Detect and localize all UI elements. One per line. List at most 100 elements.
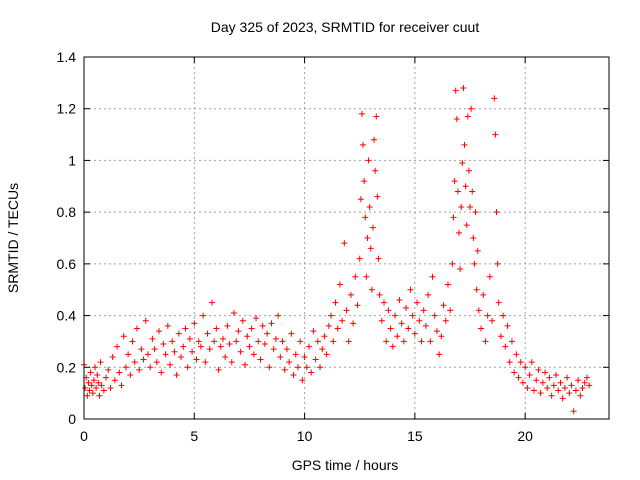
data-point [586, 382, 593, 389]
data-point [330, 338, 337, 345]
data-point [568, 382, 575, 389]
data-point [447, 307, 454, 314]
x-tick-label: 5 [190, 428, 198, 444]
data-point [264, 330, 271, 337]
data-point [290, 372, 297, 379]
data-point [186, 335, 193, 342]
data-point [226, 341, 233, 348]
data-point [202, 359, 209, 366]
data-point [427, 338, 434, 345]
data-point [308, 369, 315, 376]
data-point [425, 291, 432, 298]
data-point [319, 346, 326, 353]
data-point [204, 330, 211, 337]
data-point [433, 328, 440, 335]
data-point [375, 255, 382, 262]
data-point [403, 304, 410, 311]
data-point [494, 260, 501, 267]
data-point [398, 320, 405, 327]
data-point [140, 356, 147, 363]
data-point [182, 325, 189, 332]
data-point [297, 338, 304, 345]
data-point [559, 395, 566, 402]
data-point [184, 364, 191, 371]
data-point [440, 302, 447, 309]
data-point [339, 317, 346, 324]
data-point [347, 291, 354, 298]
data-point [360, 141, 367, 148]
data-point [548, 392, 555, 399]
data-point [354, 302, 361, 309]
data-point [222, 353, 229, 360]
data-point [542, 369, 549, 376]
x-tick-label: 10 [297, 428, 313, 444]
data-point [171, 348, 178, 355]
data-point [385, 307, 392, 314]
data-point [474, 247, 481, 254]
data-point [323, 351, 330, 358]
data-point [409, 312, 416, 319]
data-point [82, 384, 89, 391]
data-point [136, 366, 143, 373]
data-point [133, 325, 140, 332]
data-point [255, 338, 262, 345]
data-point [473, 286, 480, 293]
data-point [219, 335, 226, 342]
data-point [387, 325, 394, 332]
data-point [407, 286, 414, 293]
y-tick-label: 1.2 [57, 101, 77, 117]
data-point [84, 392, 91, 399]
data-point [493, 209, 500, 216]
data-point [480, 291, 487, 298]
data-point [394, 333, 401, 340]
data-point [144, 351, 151, 358]
data-point [528, 359, 535, 366]
data-point [200, 312, 207, 319]
data-point [270, 346, 277, 353]
y-tick-label: 0.2 [57, 359, 77, 375]
data-point [343, 307, 350, 314]
data-point [470, 235, 477, 241]
data-point [283, 346, 290, 353]
data-point [458, 203, 465, 210]
data-point [364, 235, 371, 241]
data-point [374, 193, 381, 200]
data-point [452, 87, 459, 94]
data-point [464, 113, 471, 120]
plot-frame [83, 56, 610, 420]
data-point [463, 222, 470, 229]
data-point [453, 116, 460, 123]
data-point [228, 359, 235, 366]
data-point [362, 214, 369, 221]
data-point [449, 260, 456, 267]
data-point [420, 307, 427, 314]
data-point [396, 297, 403, 304]
data-point [321, 333, 328, 340]
data-point [511, 369, 518, 376]
data-point [468, 105, 475, 112]
data-point [279, 338, 286, 345]
data-point [237, 348, 244, 355]
data-point [118, 382, 125, 389]
data-point [557, 379, 564, 386]
data-point [492, 131, 499, 138]
data-point [533, 377, 540, 384]
data-point [301, 353, 308, 360]
x-tick-label: 0 [80, 428, 88, 444]
data-point [564, 374, 571, 381]
data-point [471, 260, 478, 267]
data-point [169, 338, 176, 345]
data-point [365, 157, 372, 164]
y-tick-label: 1 [68, 152, 76, 168]
data-point [469, 188, 476, 195]
data-point [484, 312, 491, 319]
data-point [299, 377, 306, 384]
data-point [502, 343, 509, 350]
data-point [167, 361, 174, 368]
data-point [94, 372, 101, 379]
data-point [444, 281, 451, 288]
data-point [138, 346, 145, 353]
data-point [513, 351, 520, 358]
data-point [570, 408, 577, 415]
